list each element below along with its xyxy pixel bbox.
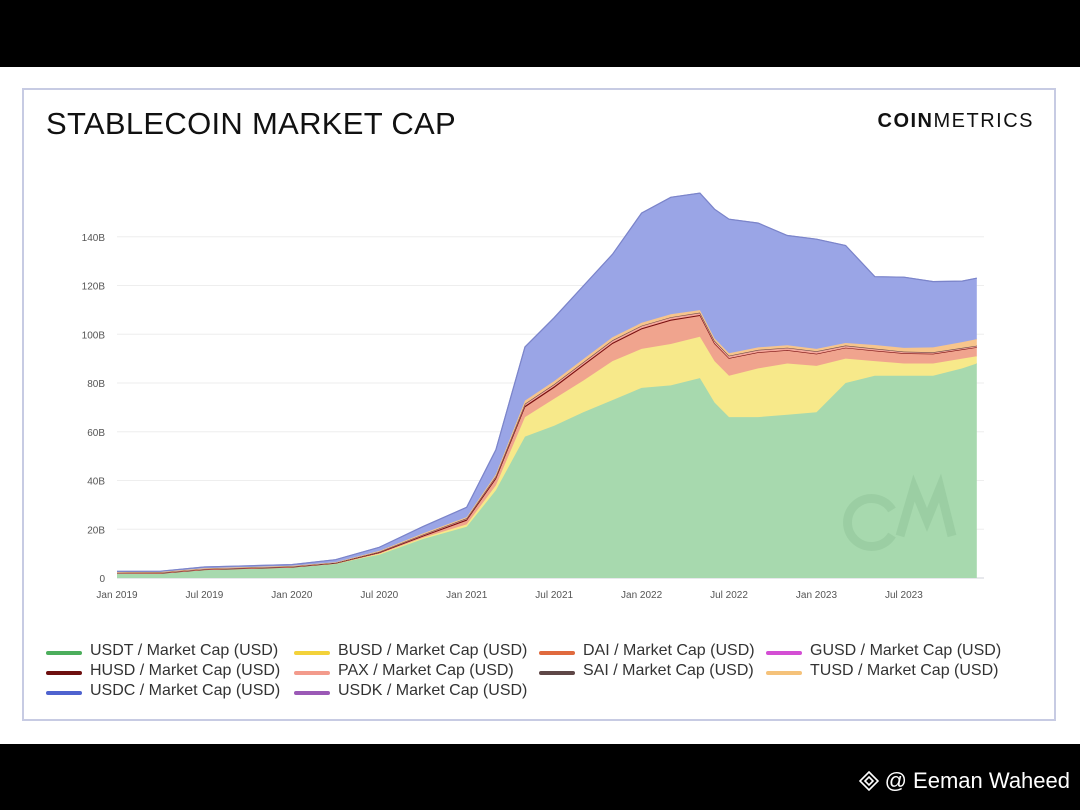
area-chart: 0 20B 40B 60B 80B 100B 120B 140B Jan 2019 Jul 201… [82,192,984,601]
area-series [117,193,977,573]
stacked-areas [116,192,977,578]
legend-label: TUSD / Market Cap (USD) [810,662,999,679]
x-tick-label: Jan 2020 [271,590,313,601]
x-tick-label: Jan 2021 [446,590,488,601]
binance-square-icon [858,771,879,791]
legend-label: USDC / Market Cap (USD) [90,682,281,699]
legend-swatch [46,651,82,655]
legend-label: PAX / Market Cap (USD) [338,662,514,679]
x-tick-label: Jul 2020 [360,590,398,601]
coinmetrics-logo: COINMETRICS [878,110,1035,133]
x-tick-label: Jan 2019 [96,590,138,601]
legend-label: GUSD / Market Cap (USD) [810,642,1002,659]
legend-swatch [294,651,330,655]
legend-swatch [46,671,82,675]
x-tick-label: Jan 2022 [621,590,663,601]
legend-label: USDT / Market Cap (USD) [90,642,279,659]
footer-attribution: @ Eeman Waheed [858,768,1070,794]
chart-card: STABLECOIN MARKET CAP COINMETRICS 0 20B 40… [22,88,1056,721]
legend-label: BUSD / Market Cap (USD) [338,642,528,659]
cm-watermark [843,473,957,551]
chart-title: STABLECOIN MARKET CAP [46,106,456,141]
y-tick-label: 80B [87,379,105,390]
footer-handle: @ Eeman Waheed [884,768,1070,793]
logo-text-metrics: METRICS [933,110,1034,132]
legend-label: USDK / Market Cap (USD) [338,682,528,699]
y-tick-label: 100B [82,330,106,341]
legend-swatch [539,651,575,655]
x-tick-label: Jan 2023 [796,590,838,601]
area-series [117,336,977,574]
legend-label: HUSD / Market Cap (USD) [90,662,281,679]
y-tick-label: 140B [82,233,106,244]
x-tick-label: Jul 2022 [710,590,748,601]
legend-swatch [539,671,575,675]
x-tick-label: Jul 2021 [535,590,573,601]
x-tick-label: Jul 2023 [885,590,923,601]
axes: 0 20B 40B 60B 80B 100B 120B 140B Jan 2019 Jul 201… [82,233,924,601]
legend-swatch [46,691,82,695]
legend-swatch [294,671,330,675]
y-tick-label: 60B [87,428,105,439]
y-tick-label: 40B [87,477,105,488]
x-tick-label: Jul 2019 [186,590,224,601]
legend-swatch [766,671,802,675]
legend-label: DAI / Market Cap (USD) [583,642,755,659]
legend-label: SAI / Market Cap (USD) [583,662,754,679]
legend-swatch [766,651,802,655]
y-tick-label: 120B [82,282,106,293]
logo-text-coin: COIN [877,110,934,132]
y-tick-label: 0 [99,574,105,585]
legend-swatch [294,691,330,695]
total-outline [116,192,977,572]
y-tick-label: 20B [87,525,105,536]
